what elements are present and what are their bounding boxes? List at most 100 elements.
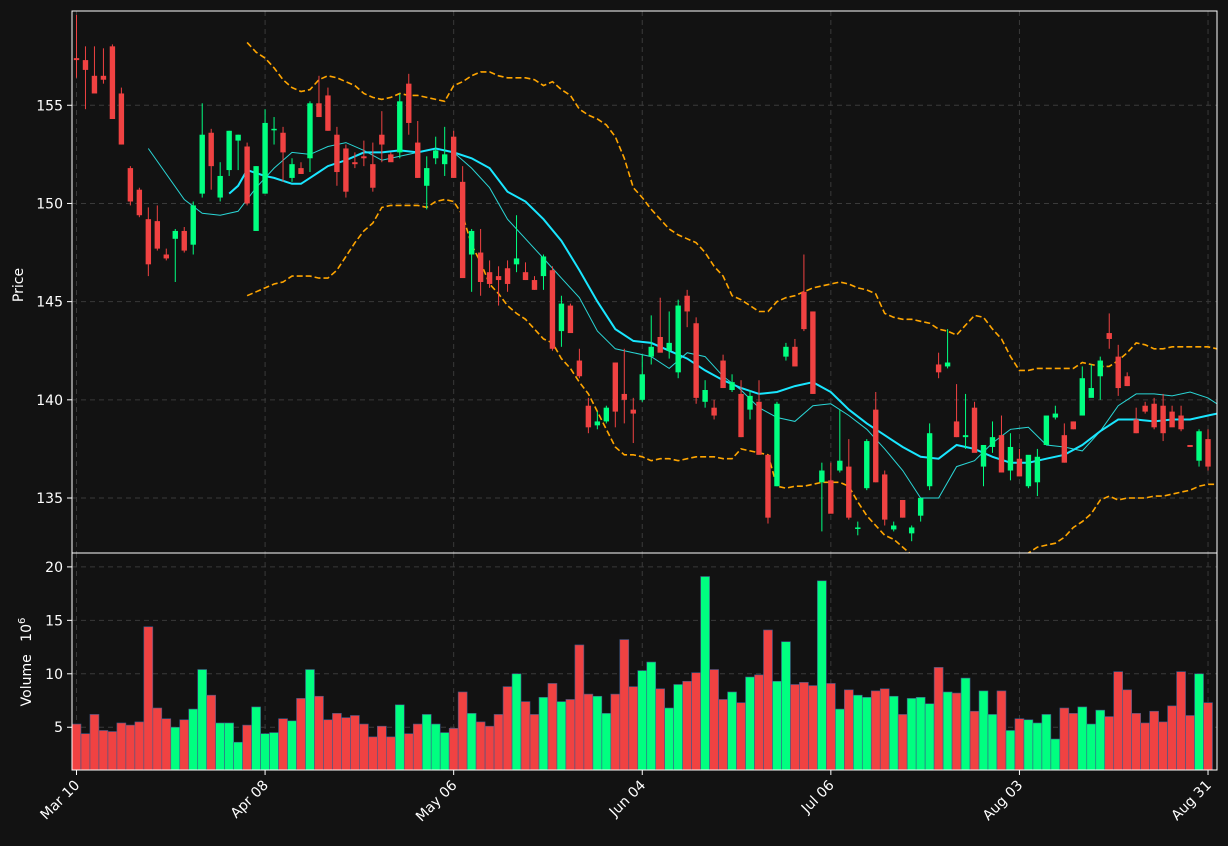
volume-bar xyxy=(754,674,764,771)
candle-body xyxy=(513,258,520,265)
candle-body xyxy=(1016,458,1023,477)
candle xyxy=(1088,364,1094,398)
volume-bar xyxy=(951,692,962,771)
candle-body xyxy=(100,75,107,80)
volume-bar xyxy=(1158,721,1168,771)
volume-bar xyxy=(1203,702,1213,771)
candle xyxy=(1133,407,1139,434)
price-tick-label: 155 xyxy=(36,98,63,114)
candle-body xyxy=(424,168,430,186)
candle-body xyxy=(334,134,340,173)
candle-body xyxy=(1106,333,1112,339)
volume-bar xyxy=(1149,710,1159,771)
candle-body xyxy=(756,401,762,455)
candle-body xyxy=(594,421,601,426)
candle-body xyxy=(280,132,286,153)
candle xyxy=(962,393,969,449)
candle-body xyxy=(810,311,816,394)
candle-body xyxy=(1169,411,1175,428)
candle-body xyxy=(244,146,250,204)
candle xyxy=(1205,429,1211,471)
candle xyxy=(1034,448,1041,497)
volume-bar xyxy=(1014,718,1025,771)
volume-bar xyxy=(502,686,513,771)
candle xyxy=(244,142,250,206)
candle-body xyxy=(630,409,636,414)
candle xyxy=(908,525,915,542)
volume-bar xyxy=(691,672,701,771)
volume-bar xyxy=(628,686,639,771)
candle-body xyxy=(154,221,161,249)
candle xyxy=(801,254,807,332)
volume-bar xyxy=(835,708,845,771)
candle-body xyxy=(199,134,205,194)
candle xyxy=(666,311,672,359)
bollinger-upper-line xyxy=(246,41,1217,372)
volume-bar xyxy=(1167,705,1177,771)
candle-body xyxy=(253,166,259,231)
candle-body xyxy=(891,525,897,530)
volume-bar xyxy=(870,690,881,771)
volume-bar xyxy=(727,691,737,771)
candle xyxy=(208,128,214,190)
volume-bar xyxy=(98,730,109,771)
volume-axis-label-unit: 10 xyxy=(19,624,35,642)
volume-bar xyxy=(260,733,270,771)
volume-bar xyxy=(1077,706,1088,771)
volume-bar xyxy=(565,699,576,771)
candle xyxy=(1025,454,1032,489)
volume-bar xyxy=(915,697,926,771)
volume-bar xyxy=(888,695,899,771)
candle xyxy=(334,126,340,186)
candle xyxy=(459,166,466,279)
candle-body xyxy=(235,134,241,141)
candle xyxy=(783,342,789,361)
volume-bar xyxy=(493,714,504,771)
volume-bar xyxy=(125,724,136,771)
candle xyxy=(325,87,331,131)
candle-body xyxy=(935,364,942,373)
volume-bar xyxy=(664,707,674,771)
candle xyxy=(1124,372,1130,387)
volume-bar xyxy=(682,680,692,771)
volume-bar xyxy=(763,629,773,771)
candle xyxy=(388,152,394,163)
candle xyxy=(424,156,430,210)
volume-bar xyxy=(1023,719,1034,771)
candle xyxy=(1052,405,1059,420)
candle-body xyxy=(307,103,313,159)
candle-body xyxy=(774,403,780,487)
candle xyxy=(738,380,744,438)
candle xyxy=(522,262,529,281)
volume-axis-label: Volume 106 xyxy=(17,618,35,707)
candle-body xyxy=(926,433,933,487)
candle-body xyxy=(783,346,789,357)
candle xyxy=(127,166,134,206)
candle xyxy=(917,498,924,522)
volume-bar xyxy=(745,676,755,771)
candle xyxy=(513,215,520,273)
price-tick-label: 140 xyxy=(36,393,63,409)
candle xyxy=(1142,401,1148,414)
candle-body xyxy=(298,168,304,174)
candle xyxy=(280,126,286,182)
candle-body xyxy=(468,230,475,255)
volume-bar xyxy=(709,669,719,771)
candle-body xyxy=(612,362,619,412)
volume-bar xyxy=(475,721,486,771)
candle-body xyxy=(971,407,978,453)
candle-body xyxy=(747,395,753,410)
volume-axis-ticks: 5 10 15 20 xyxy=(45,560,72,736)
volume-bar xyxy=(1059,707,1070,771)
volume-tick-label: 5 xyxy=(54,720,63,736)
candle xyxy=(702,380,708,408)
volume-bar xyxy=(161,718,172,771)
candle-body xyxy=(109,46,116,120)
candle-body xyxy=(82,60,89,70)
candle-body xyxy=(855,527,861,529)
candle xyxy=(882,470,888,526)
candle xyxy=(316,75,322,118)
candle-body xyxy=(1178,415,1184,430)
volume-bar xyxy=(583,693,594,771)
